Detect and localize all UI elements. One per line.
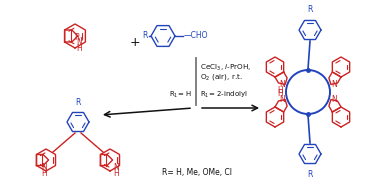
Text: —CHO: —CHO xyxy=(184,31,208,40)
Text: R: R xyxy=(307,5,313,14)
Text: CeCl$_3$, $i$-PrOH,: CeCl$_3$, $i$-PrOH, xyxy=(200,63,251,73)
Text: R$_1$: R$_1$ xyxy=(74,32,84,44)
Text: H: H xyxy=(114,169,119,178)
Text: R$_1$= 2-indolyl: R$_1$= 2-indolyl xyxy=(200,90,248,100)
Text: R: R xyxy=(75,98,81,107)
Text: N: N xyxy=(331,95,337,104)
Text: R$_1$= H: R$_1$= H xyxy=(169,90,192,100)
Text: N: N xyxy=(41,163,46,172)
Text: N: N xyxy=(279,95,285,104)
Text: N: N xyxy=(279,80,285,89)
Text: H: H xyxy=(76,44,82,53)
Text: O$_2$ (air), r.t.: O$_2$ (air), r.t. xyxy=(200,72,243,82)
Text: R: R xyxy=(143,31,148,40)
Text: H: H xyxy=(277,86,283,95)
Text: N: N xyxy=(331,80,337,89)
Text: N: N xyxy=(76,38,82,47)
Text: +: + xyxy=(130,36,140,49)
Text: H: H xyxy=(277,89,283,98)
Text: N: N xyxy=(114,163,119,172)
Text: R= H, Me, OMe, Cl: R= H, Me, OMe, Cl xyxy=(162,167,232,176)
Text: H: H xyxy=(41,169,46,178)
Text: R: R xyxy=(307,170,313,179)
